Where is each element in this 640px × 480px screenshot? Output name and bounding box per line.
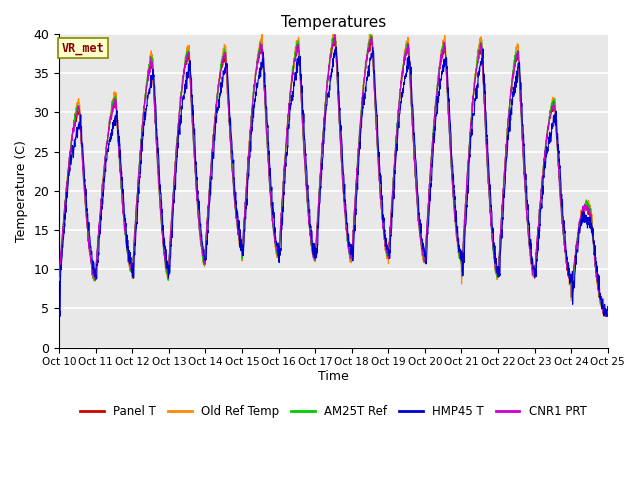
- X-axis label: Time: Time: [318, 370, 349, 383]
- Title: Temperatures: Temperatures: [281, 15, 386, 30]
- Legend: Panel T, Old Ref Temp, AM25T Ref, HMP45 T, CNR1 PRT: Panel T, Old Ref Temp, AM25T Ref, HMP45 …: [76, 401, 591, 423]
- Y-axis label: Temperature (C): Temperature (C): [15, 140, 28, 242]
- Text: VR_met: VR_met: [62, 42, 105, 55]
